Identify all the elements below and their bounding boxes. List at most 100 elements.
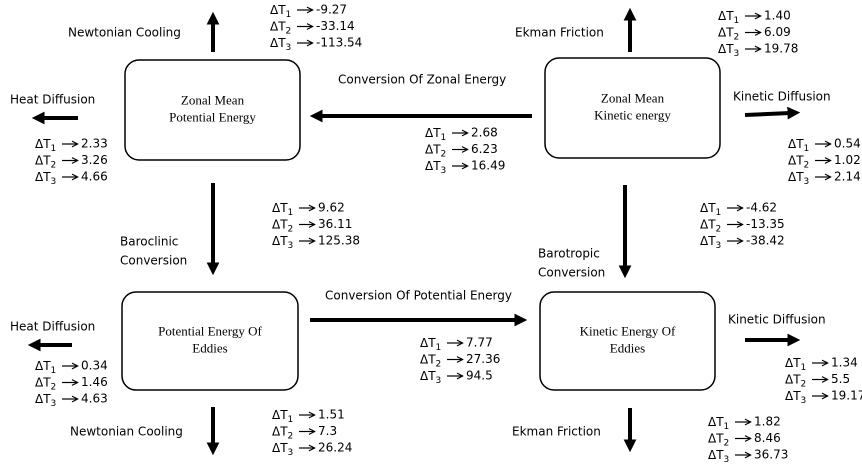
- delta-value: 4.66: [81, 170, 108, 184]
- delta-label: ΔT2: [420, 352, 441, 369]
- delta-index: 2: [441, 149, 447, 159]
- delta-label: ΔT2: [700, 217, 721, 234]
- delta-symbol: ΔT: [35, 170, 51, 184]
- delta-value: 9.62: [318, 201, 345, 215]
- delta-label: ΔT3: [708, 448, 729, 465]
- delta-value: 6.09: [764, 25, 791, 39]
- delta-value: 36.73: [754, 448, 788, 462]
- delta-index: 2: [734, 32, 740, 42]
- delta-value: -4.62: [746, 201, 777, 215]
- delta-index: 3: [288, 448, 294, 458]
- delta-value: 7.77: [466, 336, 493, 350]
- delta-label: ΔT3: [700, 234, 721, 251]
- delta-label: ΔT1: [718, 9, 739, 26]
- delta-label: ΔT2: [425, 142, 446, 159]
- delta-value: 26.24: [318, 441, 352, 455]
- flow-arrow: [744, 106, 801, 120]
- delta-label: ΔT2: [785, 372, 806, 389]
- delta-value: 1.34: [831, 356, 858, 370]
- delta-symbol: ΔT: [788, 170, 804, 184]
- delta-label: ΔT3: [272, 234, 293, 251]
- delta-index: 1: [734, 16, 740, 26]
- delta-value: 0.54: [834, 137, 861, 151]
- delta-value: 1.46: [81, 375, 108, 389]
- delta-label: ΔT3: [35, 392, 56, 409]
- delta-symbol: ΔT: [35, 153, 51, 167]
- delta-label: ΔT1: [35, 359, 56, 376]
- delta-symbol: ΔT: [788, 153, 804, 167]
- delta-label: ΔT3: [718, 42, 739, 59]
- delta-index: 2: [286, 26, 292, 36]
- flow-label: Newtonian Cooling: [68, 26, 181, 40]
- delta-symbol: ΔT: [718, 42, 734, 56]
- delta-label: ΔT1: [272, 408, 293, 425]
- delta-symbol: ΔT: [270, 3, 286, 17]
- delta-symbol: ΔT: [270, 36, 286, 50]
- delta-value: 3.26: [81, 153, 108, 167]
- delta-label: ΔT1: [425, 126, 446, 143]
- flow-label: Baroclinic: [120, 235, 178, 249]
- delta-symbol: ΔT: [708, 448, 724, 462]
- delta-label: ΔT1: [35, 137, 56, 154]
- delta-symbol: ΔT: [700, 201, 716, 215]
- delta-label: ΔT3: [270, 36, 291, 53]
- delta-symbol: ΔT: [35, 359, 51, 373]
- delta-value: 36.11: [318, 217, 352, 231]
- delta-label: ΔT2: [272, 424, 293, 441]
- delta-value: 1.40: [764, 9, 791, 23]
- delta-value: 2.68: [471, 126, 498, 140]
- delta-symbol: ΔT: [420, 369, 436, 383]
- delta-index: 3: [441, 166, 447, 176]
- delta-value: 2.33: [81, 137, 108, 151]
- flow-label: Conversion: [120, 254, 187, 268]
- delta-symbol: ΔT: [420, 352, 436, 366]
- flow-label: Heat Diffusion: [10, 93, 95, 107]
- delta-label: ΔT1: [708, 415, 729, 432]
- delta-symbol: ΔT: [272, 201, 288, 215]
- delta-label: ΔT3: [420, 369, 441, 386]
- delta-label: ΔT1: [270, 3, 291, 20]
- delta-index: 2: [288, 224, 294, 234]
- node-label: Zonal Mean: [181, 92, 245, 107]
- delta-index: 3: [801, 396, 807, 406]
- delta-index: 2: [716, 224, 722, 234]
- delta-index: 2: [801, 379, 807, 389]
- delta-symbol: ΔT: [785, 356, 801, 370]
- delta-label: ΔT1: [785, 356, 806, 373]
- delta-symbol: ΔT: [272, 408, 288, 422]
- flow-label: Ekman Friction: [515, 26, 604, 40]
- delta-index: 3: [51, 177, 57, 187]
- delta-value: -9.27: [316, 3, 347, 17]
- delta-index: 1: [804, 144, 810, 154]
- delta-index: 2: [436, 359, 442, 369]
- delta-index: 2: [288, 431, 294, 441]
- node-box: [539, 291, 716, 391]
- delta-index: 1: [288, 208, 294, 218]
- node-label: Potential Energy: [169, 109, 256, 124]
- delta-index: 1: [51, 366, 57, 376]
- delta-symbol: ΔT: [718, 25, 734, 39]
- delta-symbol: ΔT: [35, 375, 51, 389]
- delta-value: 94.5: [466, 369, 493, 383]
- delta-label: ΔT3: [425, 159, 446, 176]
- flow-label: Conversion Of Potential Energy: [325, 289, 512, 303]
- delta-value: 0.34: [81, 359, 108, 373]
- delta-value: 6.23: [471, 142, 498, 156]
- delta-value: 16.49: [471, 159, 505, 173]
- delta-symbol: ΔT: [35, 392, 51, 406]
- delta-index: 3: [724, 455, 730, 465]
- delta-index: 2: [804, 160, 810, 170]
- delta-label: ΔT3: [35, 170, 56, 187]
- delta-index: 3: [716, 241, 722, 251]
- delta-index: 1: [724, 422, 730, 432]
- node-label: Potential Energy Of: [158, 323, 262, 338]
